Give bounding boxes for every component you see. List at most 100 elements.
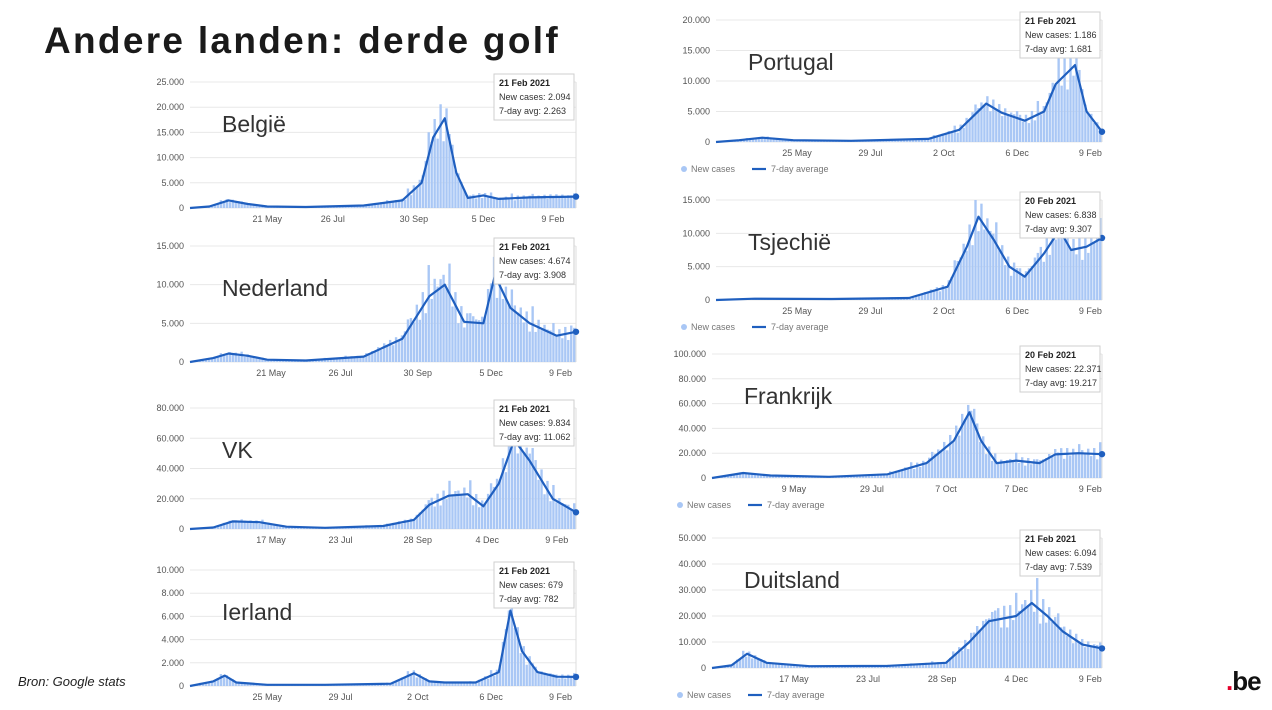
x-tick-label: 5 Dec [479, 368, 503, 378]
new-cases-bar [469, 313, 472, 362]
new-cases-bar [1012, 620, 1015, 668]
x-tick-label: 26 Jul [321, 214, 345, 224]
new-cases-bar [1027, 268, 1031, 300]
new-cases-bar [522, 195, 525, 208]
new-cases-bar [929, 289, 933, 300]
tooltip-box [493, 561, 575, 609]
x-tick-label: 23 Jul [329, 535, 353, 545]
new-cases-bar [949, 434, 952, 478]
new-cases-bar [922, 664, 925, 668]
new-cases-bar [400, 677, 404, 686]
new-cases-bar [240, 351, 243, 362]
new-cases-bar [742, 472, 745, 478]
new-cases-bar [371, 205, 374, 208]
new-cases-bar [216, 356, 220, 362]
new-cases-bar [249, 356, 252, 362]
country-label: Portugal [748, 49, 834, 75]
new-cases-bar [998, 250, 1001, 300]
new-cases-bar [1084, 647, 1087, 668]
new-cases-bar [1090, 231, 1093, 300]
new-cases-bar [222, 675, 226, 686]
new-cases-bar [522, 322, 525, 362]
new-cases-bar [793, 664, 796, 668]
new-cases-bar [219, 353, 223, 362]
new-cases-bar [1036, 252, 1040, 300]
y-tick-label: 20.000 [156, 102, 184, 112]
new-cases-bar [745, 656, 748, 668]
new-cases-bar [1060, 448, 1063, 478]
x-tick-label: 9 Feb [541, 214, 564, 224]
x-tick-label: 9 Feb [1079, 674, 1102, 684]
new-cases-bar [504, 472, 508, 529]
new-cases-bar [486, 197, 490, 208]
new-cases-bar [383, 343, 386, 362]
new-cases-bar [958, 435, 961, 478]
new-cases-bar [1036, 100, 1040, 142]
new-cases-bar [1024, 271, 1028, 300]
new-cases-bar [531, 448, 534, 529]
new-cases-bar [397, 201, 401, 208]
y-tick-label: 60.000 [156, 433, 184, 443]
new-cases-bar [445, 287, 448, 362]
new-cases-bar [391, 345, 395, 362]
new-cases-bar [885, 140, 888, 142]
new-cases-bar [534, 460, 537, 529]
new-cases-bar [475, 493, 478, 529]
new-cases-bar [1030, 464, 1033, 478]
country-label: VK [222, 437, 253, 463]
new-cases-bar [1024, 114, 1028, 142]
new-cases-bar [877, 473, 880, 478]
new-cases-bar [742, 140, 746, 142]
tooltip-date: 20 Feb 2021 [1025, 196, 1076, 206]
new-cases-bar [555, 674, 558, 686]
y-tick-label: 0 [179, 681, 184, 691]
new-cases-bar [463, 327, 466, 362]
y-tick-label: 10.000 [156, 153, 184, 163]
new-cases-bar [371, 351, 374, 362]
seven-day-average-line [189, 438, 577, 531]
new-cases-bar [1012, 460, 1015, 478]
new-cases-bar [448, 134, 451, 208]
new-cases-bar [889, 471, 892, 478]
new-cases-bar [751, 658, 754, 668]
new-cases-bar [270, 359, 273, 362]
new-cases-bar [991, 460, 994, 478]
new-cases-bar [403, 199, 407, 208]
new-cases-bar [967, 649, 970, 668]
new-cases-bar [486, 493, 490, 529]
y-tick-label: 80.000 [678, 374, 706, 384]
y-tick-label: 4.000 [161, 635, 184, 645]
new-cases-bar [290, 527, 294, 529]
new-cases-bar [475, 681, 478, 686]
new-cases-bar [528, 331, 531, 362]
new-cases-bar [976, 626, 979, 668]
new-cases-bar [388, 201, 392, 208]
y-tick-label: 0 [179, 524, 184, 534]
new-cases-bar [1060, 85, 1063, 142]
new-cases-bar [433, 681, 436, 686]
new-cases-bar [907, 664, 910, 668]
new-cases-bar [564, 678, 567, 686]
tooltip-avg: 7-day avg: 2.263 [499, 106, 566, 116]
new-cases-bar [498, 480, 502, 529]
new-cases-bar [1054, 83, 1057, 142]
new-cases-bar [952, 651, 955, 668]
tooltip-new-cases: New cases: 22.371 [1025, 364, 1102, 374]
new-cases-bar [570, 325, 573, 362]
new-cases-bar [914, 295, 918, 300]
new-cases-bar [463, 487, 466, 529]
new-cases-bar [1042, 459, 1045, 478]
new-cases-bar [412, 670, 416, 686]
new-cases-bar [489, 670, 493, 686]
new-cases-bar [757, 474, 760, 478]
new-cases-bar [910, 462, 913, 478]
seven-day-average-line [711, 601, 1103, 670]
new-cases-bar [516, 312, 519, 362]
new-cases-bar [394, 337, 398, 362]
new-cases-bar [406, 188, 410, 208]
tooltip-box [493, 237, 575, 285]
new-cases-bar [1066, 89, 1069, 142]
new-cases-bar [745, 472, 748, 478]
new-cases-bar [775, 662, 778, 668]
new-cases-bar [763, 659, 766, 668]
